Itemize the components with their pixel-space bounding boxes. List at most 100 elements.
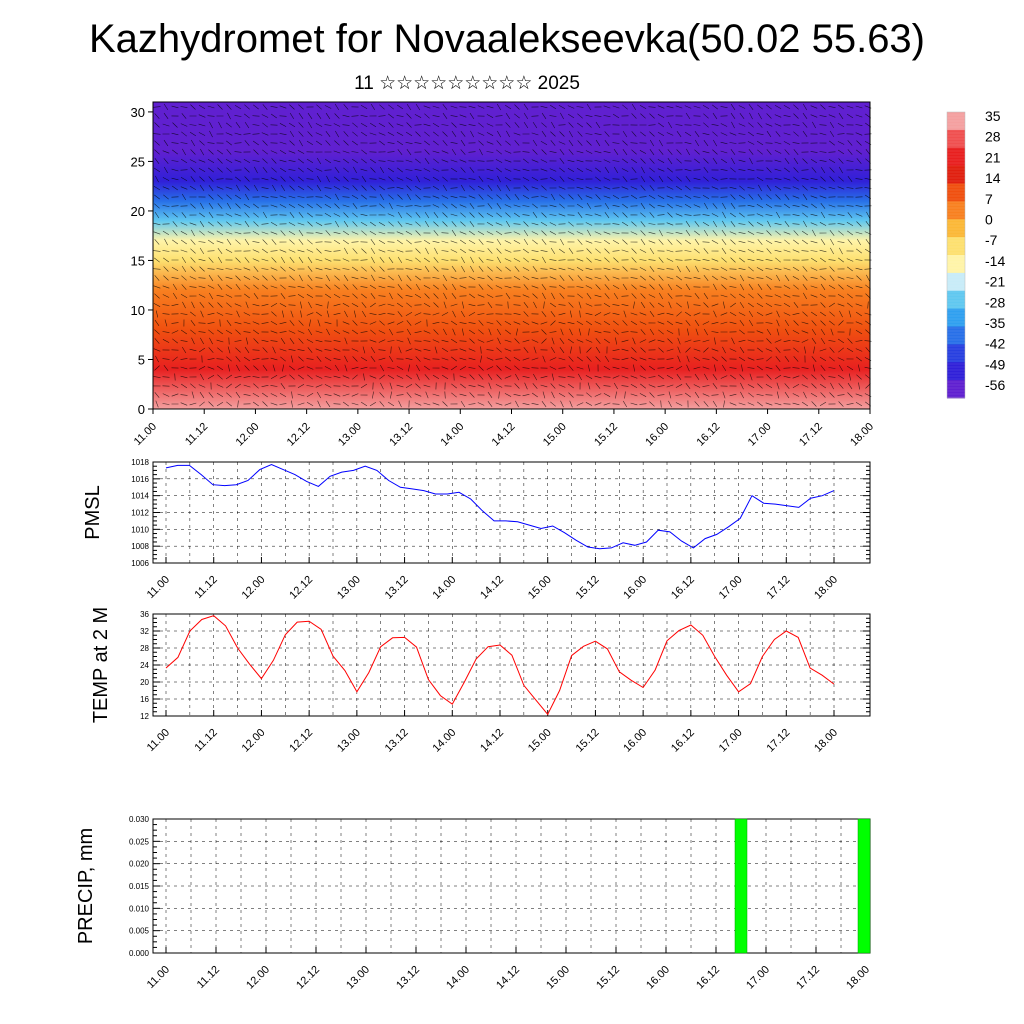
precip-x-tick-label: 14.00 (444, 964, 472, 992)
temp-2m-x-tick-label: 16.12 (669, 727, 697, 755)
temp-2m-y-tick-label: 12 (140, 712, 149, 721)
heatmap-y-tick-label: 25 (131, 154, 145, 169)
pmsl-x-tick-label: 14.12 (478, 574, 506, 602)
colorbar-segment (947, 165, 965, 184)
temp-2m-y-tick-label: 36 (140, 610, 149, 619)
colorbar-segment (947, 344, 965, 363)
heatmap-x-tick-label: 11.12 (183, 421, 210, 448)
precip-x-tick-label: 11.00 (145, 964, 172, 991)
heatmap-x-tick-label: 16.12 (695, 421, 723, 449)
colorbar-segment (947, 129, 965, 149)
pmsl-x-tick-label: 17.12 (764, 574, 792, 602)
temp-2m-y-tick-label: 16 (140, 695, 149, 704)
colorbar-label: -35 (985, 315, 1005, 331)
pmsl-series-line (165, 463, 835, 550)
colorbar-segment (947, 112, 965, 131)
heatmap-x-tick-label: 14.00 (438, 421, 466, 449)
temp-2m-x-tick-label: 17.00 (717, 727, 745, 755)
precip-x-tick-label: 11.12 (195, 964, 222, 991)
heatmap-x-tick-label: 16.00 (643, 421, 671, 449)
pmsl-y-tick-label: 1006 (131, 559, 149, 568)
heatmap-x-tick-label: 14.12 (490, 421, 518, 449)
colorbar-label: -42 (985, 336, 1005, 352)
precip-y-tick-label: 0.015 (129, 882, 150, 891)
pmsl-y-tick-label: 1014 (131, 492, 149, 501)
precip-x-tick-label: 13.00 (344, 964, 372, 992)
precip-y-tick-label: 0.000 (129, 949, 150, 958)
temp-2m-y-tick-label: 24 (140, 661, 149, 670)
temp-2m-x-tick-label: 17.12 (764, 727, 792, 755)
precip-y-tick-label: 0.030 (129, 815, 150, 824)
precip-x-tick-label: 17.00 (744, 964, 772, 992)
heatmap-x-tick-label: 13.12 (387, 421, 415, 449)
pmsl-y-tick-label: 1018 (131, 458, 149, 467)
pmsl-chart: 1006 1008 1010 1012 1014 1016 1018 11.00 11.12 12… (82, 458, 871, 602)
temp-2m-y-tick-label: 20 (140, 678, 149, 687)
pmsl-y-tick-label: 1016 (131, 475, 149, 484)
colorbar-segment (947, 362, 965, 381)
pmsl-y-tick-label: 1008 (131, 542, 149, 551)
precip-y-tick-label: 0.010 (129, 904, 150, 913)
temp-2m-x-tick-label: 16.00 (621, 727, 649, 755)
pmsl-x-tick-label: 12.00 (240, 574, 268, 602)
pmsl-x-tick-label: 16.00 (621, 574, 649, 602)
precip-x-tick-label: 17.12 (794, 964, 822, 992)
pmsl-x-tick-label: 17.00 (717, 574, 745, 602)
colorbar-label: -56 (985, 377, 1005, 393)
colorbar-label: 21 (985, 149, 1001, 165)
pmsl-x-tick-label: 18.00 (812, 574, 840, 602)
colorbar-segment (947, 290, 965, 310)
page-title: Kazhydromet for Novaalekseevka(50.02 55.… (88, 17, 925, 61)
heatmap-field (153, 102, 870, 409)
colorbar-segment (947, 326, 965, 345)
colorbar-label: 35 (985, 108, 1001, 124)
colorbar-segment (947, 255, 965, 274)
temp-2m-x-tick-label: 11.12 (192, 727, 219, 754)
colorbar-segment (947, 219, 965, 238)
heatmap-x-tick-label: 15.12 (592, 421, 620, 449)
colorbar-label: 28 (985, 129, 1001, 145)
colorbar-segment (947, 272, 965, 292)
pmsl-y-axis-title: PMSL (82, 485, 104, 539)
colorbar-label: 14 (985, 170, 1001, 186)
temp-series-line (165, 615, 835, 716)
wind-vectors (153, 103, 872, 408)
precip-y-tick-label: 0.025 (129, 837, 150, 846)
colorbar-label: -28 (985, 294, 1005, 310)
colorbar-frame (946, 111, 966, 399)
precip-y-tick-label: 0.020 (129, 860, 150, 869)
temp-2m-x-tick-label: 13.12 (383, 727, 411, 755)
heatmap-x-tick-label: 17.00 (746, 421, 774, 449)
precip-x-tick-label: 12.00 (244, 964, 272, 992)
pmsl-x-tick-label: 11.12 (192, 574, 219, 601)
colorbar-label: -7 (985, 232, 998, 248)
heatmap-x-tick-label: 11.00 (132, 421, 159, 448)
pmsl-x-tick-label: 16.12 (669, 574, 697, 602)
colorbar-label: -21 (985, 274, 1005, 290)
temp-2m-x-tick-label: 12.12 (287, 727, 315, 755)
heatmap-y-tick-label: 30 (131, 105, 145, 120)
temp-2m-y-tick-label: 32 (140, 627, 149, 636)
colorbar-label: 0 (985, 212, 993, 228)
heatmap-x-tick-label: 12.12 (285, 421, 313, 449)
temp-2m-x-tick-label: 14.12 (478, 727, 506, 755)
precip-y-tick-label: 0.005 (129, 927, 150, 936)
temp-2m-y-tick-label: 28 (140, 644, 149, 653)
temp-2m-x-tick-label: 12.00 (240, 727, 268, 755)
colorbar-segment (947, 308, 965, 327)
temp-2m-x-tick-label: 14.00 (430, 727, 458, 755)
pmsl-x-tick-label: 14.00 (430, 574, 458, 602)
pmsl-x-tick-label: 15.00 (526, 574, 554, 602)
colorbar-segment (947, 237, 965, 256)
pmsl-x-tick-label: 15.12 (574, 574, 602, 602)
pmsl-x-tick-label: 13.00 (335, 574, 363, 602)
heatmap-y-tick-label: 10 (131, 303, 145, 318)
heatmap-x-tick-label: 17.12 (797, 421, 825, 449)
colorbar-segment (947, 183, 965, 202)
colorbar-segment (947, 380, 965, 399)
heatmap-y-tick-label: 20 (131, 204, 145, 219)
heatmap-x-tick-label: 18.00 (848, 421, 876, 449)
heatmap-x-tick-label: 15.00 (541, 421, 569, 449)
heatmap-y-tick-label: 5 (138, 352, 145, 367)
